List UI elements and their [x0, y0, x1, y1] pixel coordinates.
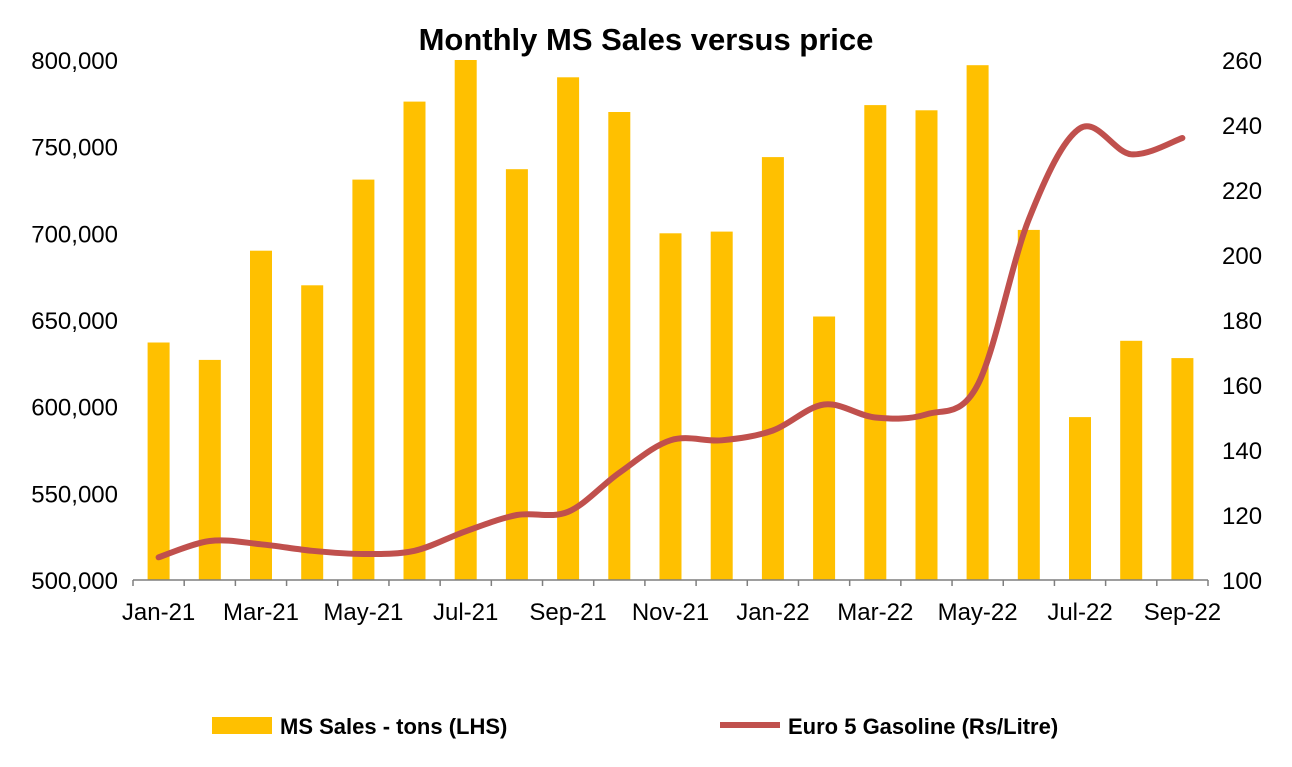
price-point-Jun-21: [414, 550, 415, 552]
y-left-tick-label: 750,000: [31, 135, 118, 162]
bar-Aug-22: [1120, 340, 1143, 580]
y-right-tick-label: 200: [1222, 243, 1262, 270]
y-left-tick-label: 700,000: [31, 221, 118, 248]
bar-Sep-22: [1171, 358, 1194, 580]
y-right-tick-label: 220: [1222, 178, 1262, 205]
y-left-tick-label: 800,000: [31, 48, 118, 75]
price-point-Jan-22: [772, 430, 774, 431]
y-left-tick-label: 650,000: [31, 308, 118, 335]
y-left-tick-label: 550,000: [31, 481, 118, 508]
x-tick-label: Mar-22: [837, 599, 913, 626]
price-point-Apr-22: [926, 413, 927, 415]
price-point-Jan-21: [158, 556, 160, 558]
price-point-Feb-22: [823, 404, 825, 405]
bar-Jun-22: [1017, 229, 1040, 580]
bar-Jun-21: [403, 101, 426, 580]
y-left-tick-label: 500,000: [31, 568, 118, 595]
bar-Nov-21: [659, 233, 682, 581]
x-tick-label: Nov-21: [632, 599, 709, 626]
price-point-Jul-22: [1079, 127, 1081, 129]
y-right-tick-label: 140: [1222, 438, 1262, 465]
bar-Jan-22: [761, 157, 784, 580]
price-point-Mar-22: [874, 417, 876, 418]
legend-label-bar: MS Sales - tons (LHS): [280, 714, 507, 739]
price-point-Nov-21: [670, 439, 671, 441]
bar-Mar-22: [864, 105, 887, 580]
x-tick-label: Sep-21: [529, 599, 606, 626]
x-tick-label: Jan-22: [736, 599, 809, 626]
axes: Jan-21 Mar-21 May-21 Jul-21 Sep-21 Nov-21 Jan-…: [31, 48, 1262, 626]
price-point-Jun-22: [1028, 218, 1030, 220]
bar-Jan-21: [147, 342, 170, 580]
price-point-Feb-21: [209, 540, 211, 542]
y-right-tick-label: 260: [1222, 48, 1262, 75]
bar-Sep-21: [557, 77, 580, 581]
bar-Jul-22: [1069, 417, 1091, 580]
x-tick-label: Jul-22: [1047, 599, 1112, 626]
price-point-Sep-22: [1181, 137, 1183, 139]
x-tick-label: Sep-22: [1144, 599, 1221, 626]
price-point-Aug-21: [516, 514, 518, 516]
bar-May-21: [352, 179, 375, 580]
x-tick-label: May-22: [938, 599, 1018, 626]
price-point-Jul-21: [465, 530, 467, 532]
x-tick-label: Jul-21: [433, 599, 498, 626]
bar-Aug-21: [505, 169, 528, 580]
bar-Jul-21: [454, 60, 477, 580]
chart-title: Monthly MS Sales versus price: [419, 22, 874, 57]
y-right-tick-label: 160: [1222, 373, 1262, 400]
price-point-Apr-21: [311, 550, 313, 552]
bar-May-22: [966, 65, 989, 580]
price-point-May-21: [362, 553, 364, 555]
bar-Dec-21: [710, 231, 733, 580]
y-right-tick-label: 240: [1222, 113, 1262, 140]
y-right-tick-label: 100: [1222, 568, 1262, 595]
bar-Apr-22: [915, 110, 938, 581]
y-left-tick-label: 600,000: [31, 395, 118, 422]
bar-series: [147, 60, 1194, 581]
bar-Apr-21: [301, 285, 324, 580]
bar-Oct-21: [608, 112, 631, 580]
price-point-Dec-21: [721, 439, 723, 441]
price-point-Mar-21: [260, 543, 262, 545]
legend: MS Sales - tons (LHS) Euro 5 Gasoline (Rs…: [212, 714, 1058, 739]
x-tick-label: Jan-21: [122, 599, 195, 626]
x-tick-label: May-21: [323, 599, 403, 626]
y-right-tick-label: 120: [1222, 503, 1262, 530]
legend-label-line: Euro 5 Gasoline (Rs/Litre): [788, 714, 1058, 739]
y-right-tick-label: 180: [1222, 308, 1262, 335]
price-point-Sep-21: [567, 511, 569, 513]
price-line: [155, 123, 1186, 561]
legend-swatch-bar: [212, 717, 272, 734]
price-point-Oct-21: [618, 472, 620, 474]
price-point-Aug-22: [1130, 153, 1132, 155]
bar-Feb-21: [198, 359, 221, 580]
x-tick-label: Mar-21: [223, 599, 299, 626]
bar-Mar-21: [250, 250, 272, 580]
price-point-May-22: [977, 384, 979, 386]
line-series: [155, 123, 1186, 561]
bar-Feb-22: [813, 316, 836, 580]
